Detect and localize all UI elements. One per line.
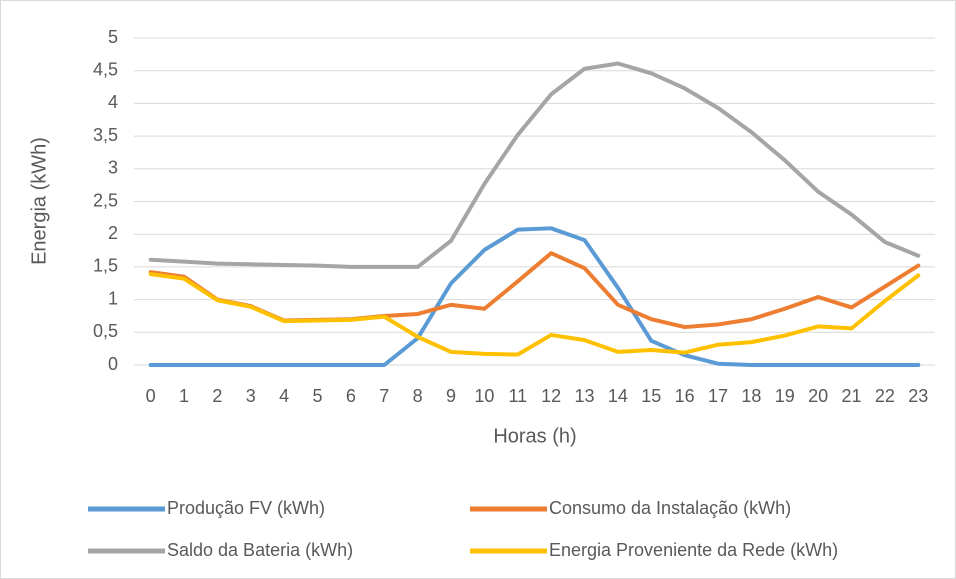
y-tick-label: 1,5 — [93, 256, 118, 276]
x-tick-label: 15 — [641, 386, 661, 406]
x-tick-label: 17 — [708, 386, 728, 406]
y-tick-label: 2 — [108, 223, 118, 243]
legend-label: Produção FV (kWh) — [167, 498, 325, 518]
legend-label: Energia Proveniente da Rede (kWh) — [549, 540, 838, 560]
x-tick-label: 3 — [246, 386, 256, 406]
y-tick-label: 3,5 — [93, 125, 118, 145]
x-tick-label: 11 — [508, 386, 527, 406]
x-tick-label: 20 — [808, 386, 828, 406]
x-axis-label: Horas (h) — [493, 425, 576, 447]
x-tick-label: 18 — [741, 386, 761, 406]
x-tick-label: 2 — [212, 386, 222, 406]
x-tick-label: 16 — [675, 386, 695, 406]
series-line — [148, 226, 921, 367]
x-tick-label: 14 — [608, 386, 628, 406]
x-tick-label: 10 — [474, 386, 494, 406]
x-tick-label: 5 — [313, 386, 323, 406]
x-tick-label: 0 — [146, 386, 156, 406]
legend-label: Consumo da Instalação (kWh) — [549, 498, 791, 518]
y-tick-label: 2,5 — [93, 190, 118, 210]
x-tick-label: 9 — [446, 386, 456, 406]
x-tick-label: 8 — [413, 386, 423, 406]
y-tick-label: 4,5 — [93, 59, 118, 79]
x-tick-label: 6 — [346, 386, 356, 406]
y-tick-label: 3 — [108, 158, 118, 178]
x-tick-label: 22 — [875, 386, 895, 406]
series-line — [148, 272, 921, 357]
x-tick-label: 12 — [541, 386, 561, 406]
x-tick-label: 23 — [908, 386, 928, 406]
x-tick-label: 1 — [179, 386, 189, 406]
y-tick-label: 5 — [108, 27, 118, 47]
x-tick-label: 19 — [775, 386, 795, 406]
y-tick-label: 0,5 — [93, 321, 118, 341]
y-tick-label: 4 — [108, 92, 118, 112]
y-axis-label: Energia (kWh) — [28, 137, 50, 265]
x-tick-label: 13 — [575, 386, 595, 406]
legend-label: Saldo da Bateria (kWh) — [167, 540, 353, 560]
x-tick-label: 4 — [279, 386, 289, 406]
y-tick-label: 0 — [108, 354, 118, 374]
series-line — [148, 61, 921, 269]
x-tick-label: 7 — [379, 386, 389, 406]
y-tick-label: 1 — [108, 288, 118, 308]
x-tick-label: 21 — [842, 386, 862, 406]
